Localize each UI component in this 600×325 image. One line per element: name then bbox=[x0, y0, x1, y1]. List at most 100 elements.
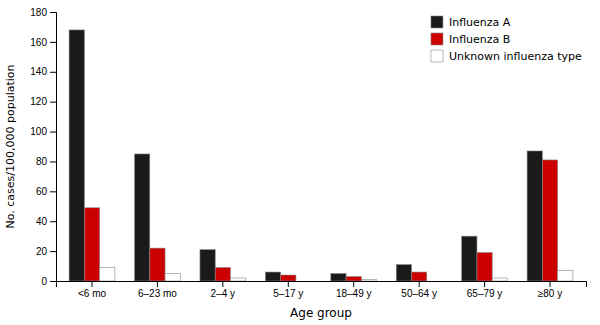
x-axis: <6 mo 6–23 mo 2–4 y 5–17 y 18–49 y 50–64 y 65–… bbox=[57, 281, 587, 299]
tick: 0 bbox=[41, 276, 56, 287]
tick-label: 60 bbox=[36, 186, 48, 197]
bar bbox=[462, 236, 477, 281]
bar bbox=[346, 277, 361, 281]
tick-label: 50–64 y bbox=[401, 288, 437, 299]
tick-mark bbox=[353, 281, 354, 287]
tick: 65–79 y bbox=[467, 281, 503, 299]
tick-mark bbox=[157, 281, 158, 287]
legend-swatch bbox=[431, 33, 443, 45]
tick-label: 140 bbox=[30, 66, 47, 77]
tick-label: 40 bbox=[36, 216, 48, 227]
tick-mark bbox=[50, 132, 56, 133]
tick-label: <6 mo bbox=[78, 288, 107, 299]
bar bbox=[542, 160, 557, 281]
bar-series bbox=[69, 30, 542, 281]
legend-swatch bbox=[431, 16, 443, 28]
tick: 80 bbox=[36, 156, 56, 167]
tick-label: 2–4 y bbox=[211, 288, 235, 299]
y-axis: 0 20 40 60 80 100 120 140 160 180 bbox=[30, 7, 56, 287]
bar bbox=[331, 274, 346, 281]
bar-series bbox=[84, 160, 557, 281]
legend-item: Unknown influenza type bbox=[431, 50, 582, 63]
tick-mark bbox=[50, 42, 56, 43]
bar bbox=[100, 268, 115, 281]
tick-label: 5–17 y bbox=[273, 288, 303, 299]
bar bbox=[296, 281, 311, 282]
bar bbox=[427, 281, 442, 282]
tick: 2–4 y bbox=[211, 281, 235, 299]
bar bbox=[281, 275, 296, 281]
tick: <6 mo bbox=[78, 281, 107, 299]
bar bbox=[558, 271, 573, 281]
tick-mark bbox=[50, 251, 56, 252]
tick-mark bbox=[50, 102, 56, 103]
tick: 160 bbox=[30, 37, 56, 48]
tick-mark bbox=[419, 281, 420, 287]
plot: 0 20 40 60 80 100 120 140 160 180 <6 mo 6–23 mo 2–4 … bbox=[30, 7, 586, 299]
bar bbox=[135, 154, 150, 281]
chart: 0 20 40 60 80 100 120 140 160 180 <6 mo 6–23 mo 2–4 … bbox=[0, 0, 600, 325]
x-axis-title: Age group bbox=[290, 306, 352, 320]
tick-mark bbox=[550, 281, 551, 287]
tick-label: 20 bbox=[36, 246, 48, 257]
bar bbox=[200, 250, 215, 281]
tick-mark bbox=[50, 161, 56, 162]
tick: 120 bbox=[30, 96, 56, 107]
bar bbox=[477, 253, 492, 281]
tick-label: 180 bbox=[30, 7, 47, 18]
tick: ≥80 y bbox=[538, 281, 562, 299]
bar bbox=[412, 272, 427, 281]
legend-item: Influenza A bbox=[431, 16, 511, 29]
tick-label: 65–79 y bbox=[467, 288, 503, 299]
tick-mark bbox=[50, 281, 56, 282]
tick: 60 bbox=[36, 186, 56, 197]
tick: 20 bbox=[36, 246, 56, 257]
tick-label: 18–49 y bbox=[336, 288, 372, 299]
tick-mark bbox=[288, 281, 289, 287]
tick: 50–64 y bbox=[401, 281, 437, 299]
legend-label: Influenza B bbox=[449, 33, 510, 46]
tick-mark bbox=[50, 12, 56, 13]
bar bbox=[361, 280, 376, 281]
bar bbox=[265, 272, 280, 281]
tick-mark bbox=[50, 221, 56, 222]
tick: 140 bbox=[30, 66, 56, 77]
bar bbox=[165, 274, 180, 281]
bar bbox=[492, 278, 507, 281]
tick-mark bbox=[50, 72, 56, 73]
tick: 100 bbox=[30, 126, 56, 137]
bar bbox=[230, 278, 245, 281]
tick-label: 120 bbox=[30, 96, 47, 107]
bar bbox=[527, 151, 542, 281]
legend-item: Influenza B bbox=[431, 33, 510, 46]
tick-label: 0 bbox=[41, 276, 47, 287]
legend-label: Unknown influenza type bbox=[449, 50, 582, 63]
tick-mark bbox=[484, 281, 485, 287]
tick-label: 80 bbox=[36, 156, 48, 167]
axis-line bbox=[50, 13, 57, 282]
bar bbox=[69, 30, 84, 281]
tick: 6–23 mo bbox=[138, 281, 177, 299]
tick-label: 6–23 mo bbox=[138, 288, 177, 299]
legend-label: Influenza A bbox=[449, 16, 511, 29]
bar bbox=[150, 248, 165, 281]
tick: 180 bbox=[30, 7, 56, 18]
bar bbox=[396, 265, 411, 281]
tick-mark bbox=[91, 281, 92, 287]
legend-swatch bbox=[431, 50, 443, 62]
tick: 18–49 y bbox=[336, 281, 372, 299]
tick: 5–17 y bbox=[273, 281, 303, 299]
bar-series bbox=[100, 268, 573, 281]
tick-label: 160 bbox=[30, 37, 47, 48]
tick: 40 bbox=[36, 216, 56, 227]
bar bbox=[215, 268, 230, 281]
legend: Influenza A Influenza B Unknown influenza … bbox=[431, 16, 582, 63]
y-axis-title: No. cases/100,000 population bbox=[4, 64, 17, 228]
tick-label: 100 bbox=[30, 126, 47, 137]
tick-mark bbox=[50, 191, 56, 192]
bar bbox=[84, 208, 99, 281]
tick-label: ≥80 y bbox=[538, 288, 562, 299]
bars bbox=[69, 30, 573, 281]
tick-mark bbox=[222, 281, 223, 287]
axis-line bbox=[57, 282, 587, 288]
